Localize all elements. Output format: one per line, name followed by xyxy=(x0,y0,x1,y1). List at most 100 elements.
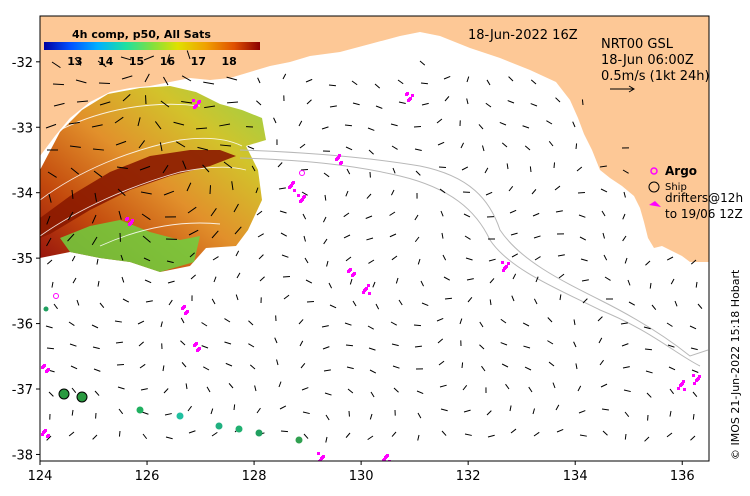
current-vector xyxy=(600,188,608,193)
current-vector xyxy=(302,213,307,220)
current-vector xyxy=(582,298,588,304)
current-vector xyxy=(46,435,52,441)
current-vector xyxy=(167,280,175,284)
current-vector xyxy=(554,185,561,191)
current-vector xyxy=(345,146,353,151)
current-vector xyxy=(391,431,397,437)
current-vector xyxy=(249,364,256,370)
current-vector xyxy=(224,341,232,345)
current-vector xyxy=(256,100,262,106)
current-vector xyxy=(669,410,672,417)
current-vector xyxy=(389,211,396,216)
x-tick-label: 134 xyxy=(563,469,588,484)
current-vector xyxy=(461,362,464,369)
current-vector xyxy=(299,143,306,149)
argo-float xyxy=(411,94,414,97)
current-vector xyxy=(499,121,507,126)
argo-float xyxy=(693,382,696,385)
current-vector xyxy=(219,123,231,127)
argo-float xyxy=(181,307,184,310)
current-vector xyxy=(489,299,492,306)
current-vector xyxy=(398,101,406,105)
current-vector xyxy=(391,145,398,150)
current-vector xyxy=(507,100,515,104)
current-vector xyxy=(323,172,330,178)
argo-float xyxy=(335,158,338,161)
argo-legend-icon xyxy=(650,167,658,175)
argo-float xyxy=(125,218,128,221)
current-vector xyxy=(48,391,54,397)
current-vector xyxy=(485,191,493,196)
current-vector xyxy=(346,366,354,370)
argo-float xyxy=(405,93,408,96)
current-vector xyxy=(122,94,131,102)
current-vector xyxy=(197,146,209,151)
current-vector xyxy=(226,76,238,81)
argo-float xyxy=(407,99,410,102)
current-vector xyxy=(329,105,337,108)
current-vector xyxy=(323,238,328,245)
current-vector xyxy=(370,391,375,398)
current-vector xyxy=(463,409,471,413)
current-vector xyxy=(465,257,473,261)
current-vector xyxy=(233,404,236,411)
current-vector xyxy=(211,431,218,437)
current-vector xyxy=(692,413,695,420)
current-vector xyxy=(121,276,125,283)
x-tick-label: 130 xyxy=(349,469,374,484)
current-vector xyxy=(414,236,420,243)
argo-float xyxy=(368,292,371,295)
current-vector xyxy=(436,118,443,124)
current-vector xyxy=(76,299,80,306)
current-vector xyxy=(646,392,652,398)
current-vector xyxy=(115,341,123,344)
current-vector xyxy=(301,191,308,196)
current-vector xyxy=(139,165,151,171)
current-vector xyxy=(247,145,255,150)
current-vector xyxy=(420,82,428,85)
current-vector xyxy=(372,281,376,288)
current-vector xyxy=(420,280,424,287)
product-line-2: 18-Jun 06:00Z xyxy=(601,53,694,68)
current-vector xyxy=(117,188,126,196)
current-vector xyxy=(303,433,309,439)
current-vector xyxy=(602,430,608,436)
current-vector xyxy=(164,413,172,416)
current-vector xyxy=(71,255,76,262)
current-vector xyxy=(392,167,396,174)
argo-float xyxy=(501,261,504,264)
argo-float xyxy=(184,312,187,315)
current-vector xyxy=(415,170,421,176)
current-vector xyxy=(163,76,169,86)
current-vector xyxy=(489,278,495,284)
current-vector xyxy=(187,206,197,214)
current-vector xyxy=(328,84,336,87)
current-vector xyxy=(624,411,630,418)
x-tick-label: 124 xyxy=(28,469,53,484)
y-tick-label: -33 xyxy=(12,121,33,136)
current-vector xyxy=(436,317,444,322)
current-vector xyxy=(186,50,191,60)
current-vector xyxy=(690,435,696,441)
current-vector xyxy=(210,408,214,415)
map-legend: Argo Ship drifters@12h to 19/06 12Z xyxy=(648,164,743,221)
current-vector xyxy=(398,299,403,306)
current-vector xyxy=(46,259,53,265)
current-vector xyxy=(93,368,101,372)
current-vector xyxy=(212,256,219,261)
colorbar-title: 4h comp, p50, All Sats xyxy=(72,28,211,41)
current-vector xyxy=(256,210,263,216)
current-vector xyxy=(223,161,233,169)
current-vector xyxy=(389,233,397,238)
current-vector xyxy=(368,347,376,351)
colorbar-tick-label: 17 xyxy=(191,55,206,68)
current-vector xyxy=(71,409,74,416)
current-vector xyxy=(118,210,122,220)
current-vector xyxy=(623,191,626,198)
current-vector xyxy=(202,164,210,173)
current-vector xyxy=(51,61,61,69)
current-vector xyxy=(481,365,486,372)
current-vector xyxy=(555,97,561,103)
current-vector xyxy=(689,325,697,330)
argo-float xyxy=(351,274,354,277)
